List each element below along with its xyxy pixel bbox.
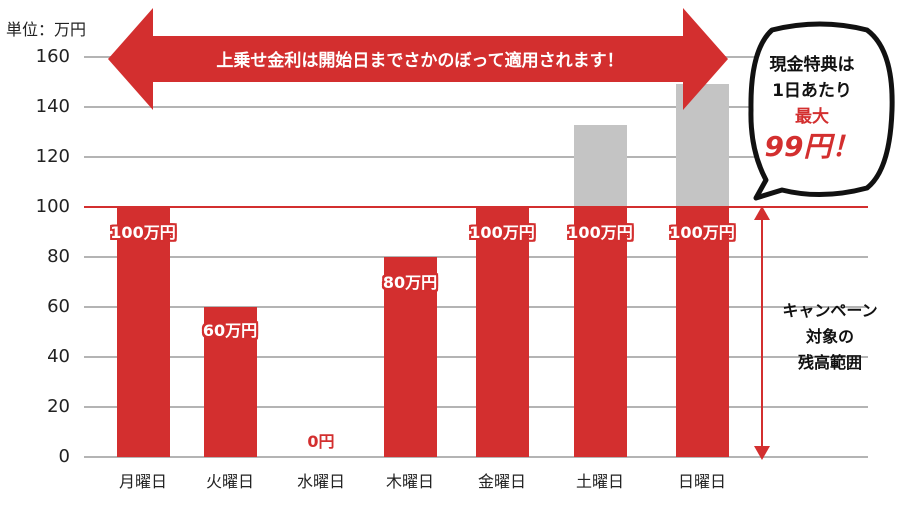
- bubble-line1: 現金特典は: [769, 55, 855, 75]
- bubble-line3: 最大: [795, 107, 829, 127]
- x-label-sun: 日曜日: [677, 472, 726, 491]
- data-label-sun: 100万円: [669, 223, 735, 242]
- y-tick-80: 80: [47, 246, 70, 267]
- data-label-thu: 80万円: [382, 273, 438, 292]
- bubble-line2: 1日あたり: [772, 81, 852, 101]
- reference-line-100: [84, 206, 868, 208]
- bar-tue: [204, 307, 257, 457]
- y-tick-160: 160: [35, 46, 70, 67]
- range-note-line3: 残高範囲: [797, 353, 862, 372]
- bar-thu: [384, 257, 437, 457]
- x-label-tue: 火曜日: [205, 472, 254, 491]
- data-label-wed: 0円: [307, 432, 335, 451]
- banner-text: 上乗せ金利は開始日までさかのぼって適用されます！: [216, 51, 624, 71]
- range-note-line2: 対象の: [805, 327, 854, 346]
- bar-excess-sat: [574, 125, 627, 207]
- x-label-sat: 土曜日: [575, 472, 624, 491]
- y-tick-120: 120: [35, 146, 70, 167]
- range-note: キャンペーン 対象の 残高範囲: [765, 298, 895, 376]
- gridline: [84, 106, 868, 108]
- bar-mon: [117, 207, 170, 457]
- bubble-text: 現金特典は 1日あたり 最大 99円！: [742, 52, 882, 164]
- range-arrow-icon: [754, 206, 770, 460]
- data-label-tue: 60万円: [202, 321, 258, 340]
- data-label-mon: 100万円: [110, 223, 176, 242]
- unit-label: 単位：万円: [6, 20, 87, 39]
- gridline-baseline: [84, 456, 868, 458]
- bar-sat: [574, 207, 627, 457]
- bubble-line4: 99円！: [764, 130, 860, 163]
- range-note-line1: キャンペーン: [782, 301, 878, 320]
- speech-bubble-icon: [748, 21, 895, 201]
- bar-sun: [676, 207, 729, 457]
- gridline: [84, 156, 868, 158]
- data-label-fri: 100万円: [469, 223, 535, 242]
- x-label-thu: 木曜日: [385, 472, 434, 491]
- bar-fri: [476, 207, 529, 457]
- x-label-wed: 水曜日: [296, 472, 345, 491]
- y-tick-40: 40: [47, 346, 70, 367]
- y-tick-20: 20: [47, 396, 70, 417]
- x-label-fri: 金曜日: [477, 472, 526, 491]
- y-tick-0: 0: [58, 446, 70, 467]
- y-tick-140: 140: [35, 96, 70, 117]
- data-label-sat: 100万円: [567, 223, 633, 242]
- y-tick-60: 60: [47, 296, 70, 317]
- double-arrow-banner: [108, 8, 728, 110]
- x-label-mon: 月曜日: [118, 472, 167, 491]
- y-tick-100: 100: [35, 196, 70, 217]
